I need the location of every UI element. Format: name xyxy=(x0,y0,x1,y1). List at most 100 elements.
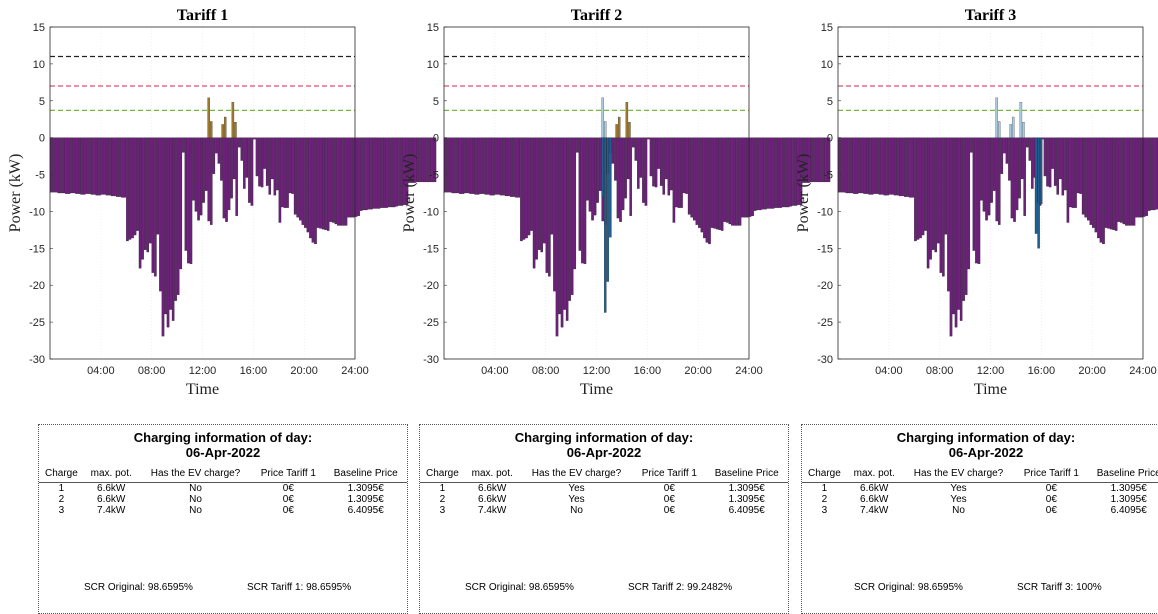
baseline-bar xyxy=(215,137,218,154)
chart-title: Tariff 1 xyxy=(177,7,228,24)
baseline-bar xyxy=(1061,137,1065,196)
baseline-bar xyxy=(906,137,910,197)
baseline-bar xyxy=(883,137,887,196)
baseline-bar xyxy=(771,137,775,209)
baseline-bar xyxy=(616,137,620,219)
baseline-bar xyxy=(1086,137,1090,221)
panel-date: 06-Apr-2022 xyxy=(185,445,261,460)
panel-title: Charging information of day: 06-Apr-2022 xyxy=(802,430,1158,460)
baseline-bar xyxy=(370,137,373,210)
baseline-bar xyxy=(1028,137,1032,161)
baseline-bar xyxy=(326,137,330,231)
baseline-bar xyxy=(558,137,561,315)
baseline-bar xyxy=(288,137,292,194)
baseline-bar xyxy=(52,137,55,193)
baseline-bar xyxy=(507,137,510,197)
baseline-bar xyxy=(898,137,902,197)
baseline-bar xyxy=(149,137,152,244)
baseline-bar xyxy=(774,137,777,208)
baseline-bar xyxy=(939,137,943,273)
highlight-bar xyxy=(604,121,607,138)
baseline-bar xyxy=(108,137,111,196)
baseline-bar xyxy=(304,137,307,228)
baseline-bar xyxy=(710,137,714,228)
x-tick-label: 16:00 xyxy=(1028,365,1056,377)
baseline-bar xyxy=(985,137,988,221)
baseline-bar xyxy=(385,137,388,208)
x-tick-label: 04:00 xyxy=(87,365,115,377)
baseline-bar xyxy=(258,137,261,187)
baseline-bar xyxy=(276,137,279,191)
baseline-bar xyxy=(454,137,457,194)
baseline-bar xyxy=(573,137,577,270)
baseline-bar xyxy=(931,137,935,250)
baseline-bar xyxy=(850,137,854,194)
baseline-bar xyxy=(840,137,843,193)
baseline-bar xyxy=(187,137,190,264)
baseline-bar xyxy=(70,137,73,194)
baseline-bar xyxy=(408,137,411,183)
baseline-bar xyxy=(596,137,599,203)
baseline-bar xyxy=(888,137,892,195)
baseline-bar xyxy=(1046,137,1049,187)
baseline-bar xyxy=(728,137,732,225)
highlight-bar xyxy=(1019,102,1023,138)
baseline-bar xyxy=(842,137,846,193)
baseline-bar xyxy=(169,137,172,310)
baseline-bar xyxy=(1051,137,1054,169)
baseline-bar xyxy=(166,137,170,328)
baseline-bar xyxy=(553,137,556,292)
baseline-bar xyxy=(110,137,114,197)
baseline-bar xyxy=(324,137,327,231)
baseline-bar xyxy=(578,137,582,251)
baseline-bar xyxy=(230,137,233,199)
baseline-bar xyxy=(1069,137,1072,208)
baseline-bar xyxy=(827,137,831,183)
baseline-bar xyxy=(332,137,335,223)
table-cell: 0€ xyxy=(663,505,675,516)
highlight-bar xyxy=(601,97,604,138)
highlight-bar xyxy=(223,116,227,138)
baseline-bar xyxy=(614,137,617,181)
baseline-bar xyxy=(293,137,297,215)
chart-title: Tariff 2 xyxy=(571,7,622,24)
baseline-bar xyxy=(365,137,368,211)
baseline-bar xyxy=(512,137,516,197)
table-cell: 6.4095€ xyxy=(347,505,384,516)
baseline-bar xyxy=(1071,137,1075,208)
table-cell: 0€ xyxy=(663,494,675,505)
baseline-bar xyxy=(1135,137,1138,218)
baseline-bar xyxy=(448,137,452,193)
table-row: 3 7.4kW No 0€ 6.4095€ xyxy=(39,505,407,516)
baseline-bar xyxy=(743,137,747,218)
baseline-bar xyxy=(347,137,350,218)
baseline-bar xyxy=(1117,137,1121,222)
baseline-bar xyxy=(1076,137,1080,194)
table-cell: 6.6kW xyxy=(860,483,889,494)
baseline-bar xyxy=(1079,137,1082,194)
y-tick-label: -10 xyxy=(423,206,439,218)
baseline-bar xyxy=(1025,137,1029,148)
table-cell: No xyxy=(570,505,583,516)
baseline-bar xyxy=(502,137,505,196)
baseline-bar xyxy=(825,137,828,183)
col-header-baseline: Baseline Price xyxy=(705,466,788,483)
baseline-bar xyxy=(621,137,625,211)
baseline-bar xyxy=(286,137,289,208)
table-cell: Yes xyxy=(950,483,967,494)
y-tick-label: 15 xyxy=(427,22,439,34)
baseline-bar xyxy=(718,137,721,231)
baseline-bar xyxy=(530,137,533,231)
baseline-bar xyxy=(499,137,503,196)
baseline-bar xyxy=(634,137,638,161)
baseline-bar xyxy=(240,137,244,161)
baseline-bar xyxy=(690,137,693,218)
baseline-bar xyxy=(1015,137,1019,211)
baseline-bar xyxy=(652,137,655,187)
baseline-bar xyxy=(1043,137,1047,177)
y-tick-label: -20 xyxy=(817,280,833,292)
baseline-bar xyxy=(893,137,897,196)
baseline-bar xyxy=(121,137,124,198)
baseline-bar xyxy=(428,137,432,183)
table-row: 2 6.6kW No 0€ 1.3095€ xyxy=(39,494,407,505)
